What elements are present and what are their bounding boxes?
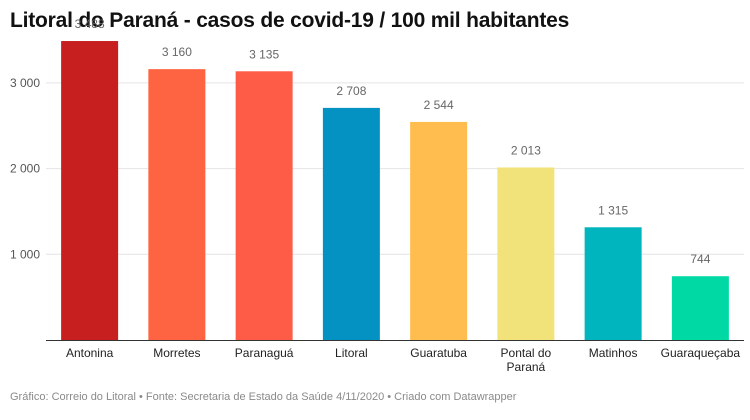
bar: [584, 227, 642, 340]
x-tick-label: Morretes: [153, 346, 200, 360]
bar: [671, 276, 729, 340]
y-tick-label: 3 000: [10, 76, 40, 90]
bar: [61, 41, 119, 341]
bar: [410, 121, 468, 340]
bar: [497, 167, 555, 340]
x-tick-label: Paranaguá: [235, 346, 294, 360]
x-tick-label: Litoral: [335, 346, 368, 360]
x-tick-label: Guaratuba: [410, 346, 467, 360]
x-tick-label: Antonina: [66, 346, 114, 360]
y-tick-label: 1 000: [10, 247, 40, 261]
data-label: 2 013: [511, 143, 541, 157]
y-tick-label: 2 000: [10, 162, 40, 176]
data-label: 1 315: [598, 203, 628, 217]
chart-title: Litoral do Paraná - casos de covid-19 / …: [10, 9, 570, 32]
data-label: 3 135: [249, 47, 279, 61]
data-label: 744: [690, 252, 710, 266]
x-tick-label: Matinhos: [589, 346, 638, 360]
data-label: 3 488: [75, 17, 105, 31]
data-label: 3 160: [162, 45, 192, 59]
data-label: 2 544: [424, 98, 454, 112]
data-label: 2 708: [336, 84, 366, 98]
bar: [148, 69, 206, 341]
chart-footer: Gráfico: Correio do Litoral • Fonte: Sec…: [10, 391, 517, 403]
x-tick-label: Paraná: [507, 360, 546, 374]
bar: [322, 107, 380, 340]
x-tick-label: Guaraqueçaba: [661, 346, 741, 360]
x-tick-label: Pontal do: [501, 346, 552, 360]
bar: [235, 71, 293, 341]
